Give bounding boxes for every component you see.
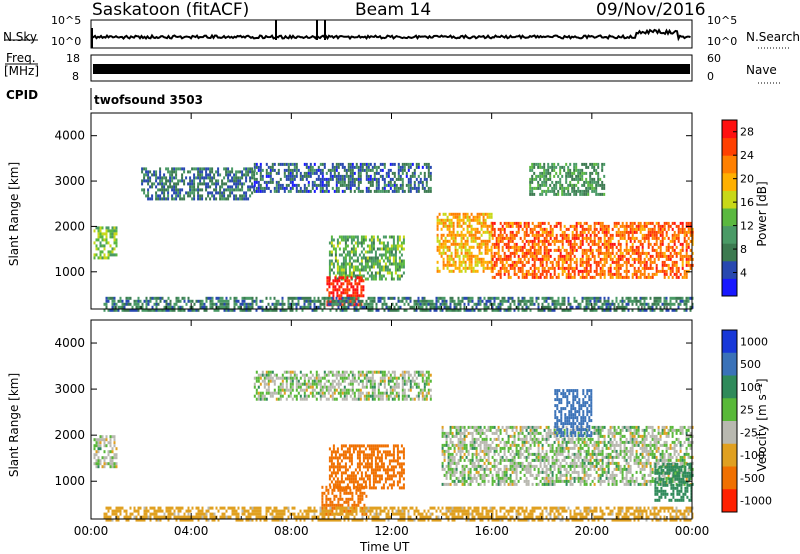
freq-strip-frame	[90, 54, 693, 82]
velocity-ytick-label-2: 3000	[54, 382, 85, 396]
velocity-region-6	[654, 462, 693, 502]
power-ylabel: Slant Range [km]	[7, 161, 21, 267]
power-colorbar-label: Power [dB]	[755, 181, 769, 247]
cpid-label: CPID	[6, 88, 39, 102]
power-colorbar-swatch-6	[722, 172, 737, 191]
power-colorbar-swatch-8	[722, 137, 737, 156]
power-colorbar-tick-label-6: 28	[740, 126, 754, 139]
velocity-colorbar-swatch-0	[722, 330, 737, 354]
nsky-label: N.Sky	[3, 30, 38, 44]
power-ytick-label-1: 2000	[54, 219, 85, 233]
power-ytick-label-0: 1000	[54, 265, 85, 279]
velocity-colorbar-swatch-3	[722, 398, 737, 422]
time-tick-label-6: 00:00	[675, 524, 710, 538]
velocity-region-0	[93, 435, 118, 469]
velocity-region-1	[253, 370, 432, 401]
beam-title: Beam 14	[355, 0, 432, 20]
velocity-region-7	[103, 506, 694, 522]
time-tick-label-5: 20:00	[575, 524, 610, 538]
power-colorbar-swatch-1	[722, 260, 737, 279]
noise-tick-bottom-left: 10^0	[51, 35, 82, 48]
power-colorbar-swatch-5	[722, 190, 737, 209]
noise-tick-bottom-right: 10^0	[707, 35, 738, 48]
velocity-colorbar-tick-label-6: -500	[740, 472, 765, 485]
velocity-colorbar-tick-label-7: -1000	[740, 495, 772, 508]
colorbars: 4 8 12 16 20 24 28 1000 500 100 25 -25 -100 -500 -1000	[721, 119, 772, 513]
velocity-region-2	[328, 444, 405, 490]
freq-tick-top: 18	[66, 52, 80, 65]
power-colorbar-swatch-0	[722, 278, 737, 297]
velocity-colorbar-tick-label-0: 1000	[740, 335, 768, 348]
velocity-region-5	[554, 389, 593, 438]
freq-nave-band	[93, 64, 690, 74]
velocity-colorbar-frame	[721, 329, 738, 513]
power-colorbar-swatch-4	[722, 208, 737, 227]
power-ytick-label-2: 3000	[54, 174, 85, 188]
cpid-value: twofsound 3503	[94, 93, 203, 107]
velocity-colorbar-swatch-7	[722, 489, 737, 513]
velocity-colorbar-label: Velocity [m s⁻¹]	[755, 378, 769, 472]
power-panel	[90, 112, 694, 312]
velocity-colorbar-swatch-5	[722, 443, 737, 467]
velocity-colorbar-tick-label-5: -100	[740, 449, 765, 462]
power-region-1	[141, 167, 256, 201]
velocity-ytick-label-0: 1000	[54, 474, 85, 488]
nave-label: Nave	[746, 63, 777, 77]
velocity-colorbar-swatch-4	[722, 421, 737, 445]
time-xlabel: Time UT	[360, 540, 410, 554]
time-tick-label-0: 00:00	[74, 524, 109, 538]
velocity-ytick-label-3: 4000	[54, 336, 85, 350]
velocity-colorbar-swatch-2	[722, 375, 737, 399]
power-colorbar-swatch-9	[722, 120, 737, 139]
velocity-colorbar-swatch-1	[722, 352, 737, 376]
velocity-colorbar-tick-label-1: 500	[740, 358, 761, 371]
velocity-colorbar-swatch-6	[722, 466, 737, 490]
freq-label: Freq.	[6, 51, 36, 65]
velocity-colorbar-tick-label-2: 100	[740, 381, 761, 394]
power-colorbar-frame	[721, 119, 738, 297]
velocity-colorbar-tick-label-4: -25	[740, 426, 758, 439]
power-colorbar-tick-label-1: 8	[740, 243, 747, 256]
power-colorbar-tick-label-3: 16	[740, 196, 754, 209]
velocity-ytick-label-1: 2000	[54, 428, 85, 442]
power-region-5	[436, 212, 493, 273]
power-region-6	[491, 221, 694, 279]
time-tick-label-1: 04:00	[174, 524, 209, 538]
power-region-3	[328, 235, 405, 281]
noise-strip-frame	[90, 19, 693, 49]
date-title: 09/Nov/2016	[596, 0, 706, 20]
nave-tick-bottom: 0	[707, 70, 714, 83]
velocity-colorbar-tick-label-3: 25	[740, 404, 754, 417]
nsearch-label: N.Search	[746, 30, 800, 44]
power-region-0	[93, 226, 118, 260]
velocity-region-4	[441, 425, 694, 486]
power-colorbar-swatch-7	[722, 155, 737, 174]
power-region-7	[529, 162, 606, 196]
time-tick-label-4: 16:00	[474, 524, 509, 538]
station-title: Saskatoon (fitACF)	[92, 0, 250, 20]
freq-tick-bottom: 8	[72, 70, 79, 83]
power-colorbar-tick-label-0: 4	[740, 267, 747, 280]
power-colorbar-swatch-2	[722, 243, 737, 262]
velocity-ylabel: Slant Range [km]	[7, 372, 21, 478]
power-colorbar-swatch-3	[722, 225, 737, 244]
velocity-region-3	[321, 485, 368, 516]
velocity-panel	[90, 319, 694, 522]
noise-tick-top-left: 10^5	[51, 14, 82, 27]
power-colorbar-tick-label-5: 24	[740, 149, 754, 162]
power-ytick-label-3: 4000	[54, 129, 85, 143]
time-tick-label-3: 12:00	[374, 524, 409, 538]
time-tick-label-2: 08:00	[274, 524, 309, 538]
power-region-8	[103, 296, 694, 312]
freq-unit-label: [MHz]	[4, 64, 40, 78]
nave-tick-top: 60	[707, 52, 721, 65]
power-region-2	[253, 162, 432, 193]
power-colorbar-tick-label-4: 20	[740, 173, 754, 186]
axes: 1000 2000 3000 4000 1000 2000 3000 4000 00:00 04:…	[54, 113, 709, 538]
power-colorbar-tick-label-2: 12	[740, 220, 754, 233]
noise-sky-line	[91, 28, 691, 42]
noise-tick-top-right: 10^5	[707, 14, 738, 27]
parameter-strips	[5, 19, 790, 110]
